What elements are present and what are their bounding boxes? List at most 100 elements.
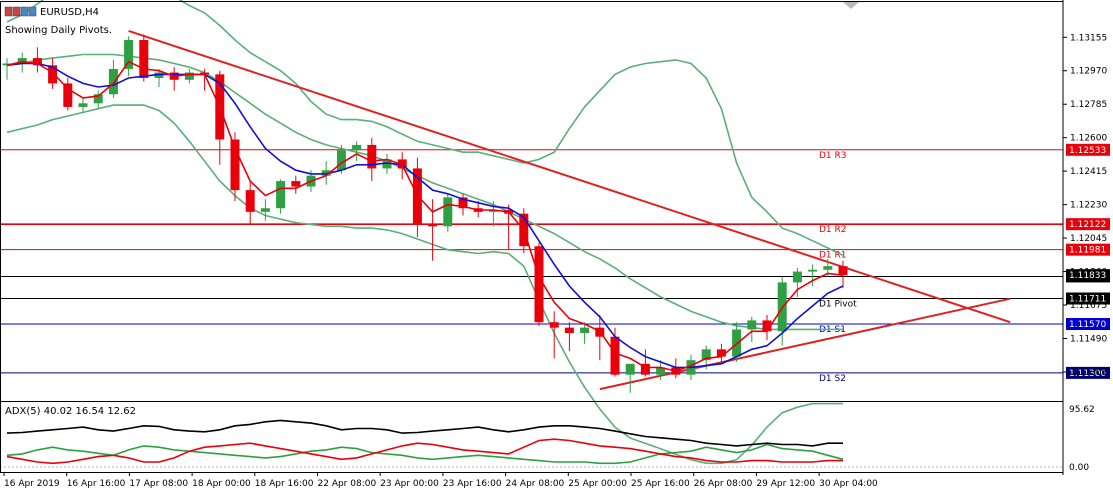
candle-body — [124, 39, 134, 69]
di-minus-line — [6, 438, 843, 465]
candle — [382, 153, 392, 174]
candle — [534, 242, 544, 326]
candle — [78, 97, 88, 113]
candle — [656, 360, 666, 381]
candle-body — [792, 271, 802, 283]
price-axis[interactable]: 1.12533 1.12122 1.11981 1.11833 1.11711 1.115… — [1063, 33, 1110, 379]
time-tick-label: 29 Apr 12:00 — [756, 479, 815, 489]
candle-body — [656, 367, 666, 375]
time-tick-label: 18 Apr 16:00 — [255, 479, 314, 489]
candle — [564, 322, 574, 352]
candle — [488, 201, 498, 227]
time-tick-label: 24 Apr 08:00 — [506, 479, 565, 489]
candle — [352, 141, 362, 162]
candle — [17, 52, 27, 73]
candle — [428, 199, 438, 261]
candle — [93, 90, 103, 109]
candle — [747, 316, 757, 343]
candle — [184, 68, 194, 84]
candle — [139, 34, 149, 82]
candle-body — [701, 349, 711, 361]
price-tick-label: 1.12230 — [1070, 201, 1107, 211]
pivot-name: D1 R3 — [819, 151, 847, 161]
time-tick-label: 23 Apr 00:00 — [380, 479, 439, 489]
ma-slow-line — [6, 62, 844, 369]
pivot-name: D1 Pivot — [819, 300, 857, 310]
support-trendline[interactable] — [599, 297, 1011, 391]
candle — [124, 36, 134, 77]
resistance-trendline[interactable] — [128, 29, 1011, 324]
chart-shift-marker[interactable] — [843, 2, 859, 9]
time-tick-label: 18 Apr 00:00 — [192, 479, 251, 489]
candle-body — [428, 224, 438, 227]
di-plus-line — [6, 443, 844, 465]
candle-body — [17, 58, 27, 64]
candle — [458, 193, 468, 216]
trend-lines[interactable] — [128, 29, 1011, 391]
candle — [230, 132, 240, 201]
pivot-price-box — [1066, 243, 1110, 256]
pivot-name: D1 R2 — [819, 225, 847, 235]
candle-body — [184, 72, 194, 80]
time-tick-label: 30 Apr 04:00 — [819, 479, 878, 489]
candle-body — [230, 139, 240, 191]
pivot-price-label: 1.12122 — [1069, 220, 1106, 230]
candle — [549, 311, 559, 359]
candle-body — [716, 349, 726, 357]
candle-body — [397, 159, 407, 169]
pivot-name: D1 S2 — [819, 374, 846, 384]
price-tick-label: 1.11490 — [1070, 334, 1107, 344]
candle — [336, 144, 346, 174]
candle-body — [200, 72, 210, 75]
price-tick-label: 1.11305 — [1070, 368, 1107, 378]
candle — [367, 137, 377, 182]
pivot-price-box — [1066, 292, 1110, 305]
candle — [245, 181, 255, 225]
candle — [291, 175, 301, 194]
candle-body — [154, 72, 164, 78]
candle — [321, 161, 331, 185]
bb-lower-line — [6, 104, 843, 465]
chart-frame — [0, 0, 1064, 475]
candle — [200, 68, 210, 91]
pivot-name: D1 R1 — [819, 251, 847, 261]
time-tick-label: 16 Apr 16:00 — [67, 479, 126, 489]
pivot-subtitle: Showing Daily Pivots. — [5, 25, 112, 36]
candle-body — [321, 170, 331, 176]
adx-scale-top: 95.62 — [1069, 405, 1095, 415]
candle-body — [32, 58, 42, 66]
candle-body — [458, 197, 468, 209]
candle-body — [823, 266, 833, 270]
candle — [276, 179, 286, 214]
candle-body — [625, 363, 635, 375]
price-tick-label: 1.12415 — [1070, 167, 1107, 177]
candle-body — [640, 363, 650, 375]
price-tick-label: 1.12785 — [1070, 100, 1107, 110]
candle — [580, 322, 590, 344]
candle-body — [245, 190, 255, 212]
candle — [640, 349, 650, 377]
time-tick-label: 25 Apr 16:00 — [631, 479, 690, 489]
pivot-price-label: 1.11711 — [1069, 295, 1106, 305]
chart-window-icon[interactable] — [4, 6, 37, 17]
candle-body — [534, 246, 544, 323]
candle-body — [610, 336, 620, 375]
time-tick-label: 23 Apr 16:00 — [443, 479, 502, 489]
candle-body — [747, 320, 757, 330]
time-tick-label: 16 Apr 2019 — [4, 479, 60, 489]
time-axis[interactable]: 16 Apr 2019 16 Apr 16:00 17 Apr 08:00 18 Ap… — [3, 472, 878, 489]
candle — [762, 314, 772, 341]
candle-body — [367, 144, 377, 169]
current-price-box — [1066, 269, 1110, 282]
adx-line — [6, 419, 843, 447]
candle-body — [382, 159, 392, 169]
pivot-price-box — [1066, 143, 1110, 156]
pivot-price-box — [1066, 318, 1110, 331]
pivot-price-box — [1066, 218, 1110, 231]
pivot-price-label: 1.11300 — [1069, 369, 1106, 379]
candle — [2, 58, 12, 80]
pivot-price-box — [1066, 366, 1110, 379]
